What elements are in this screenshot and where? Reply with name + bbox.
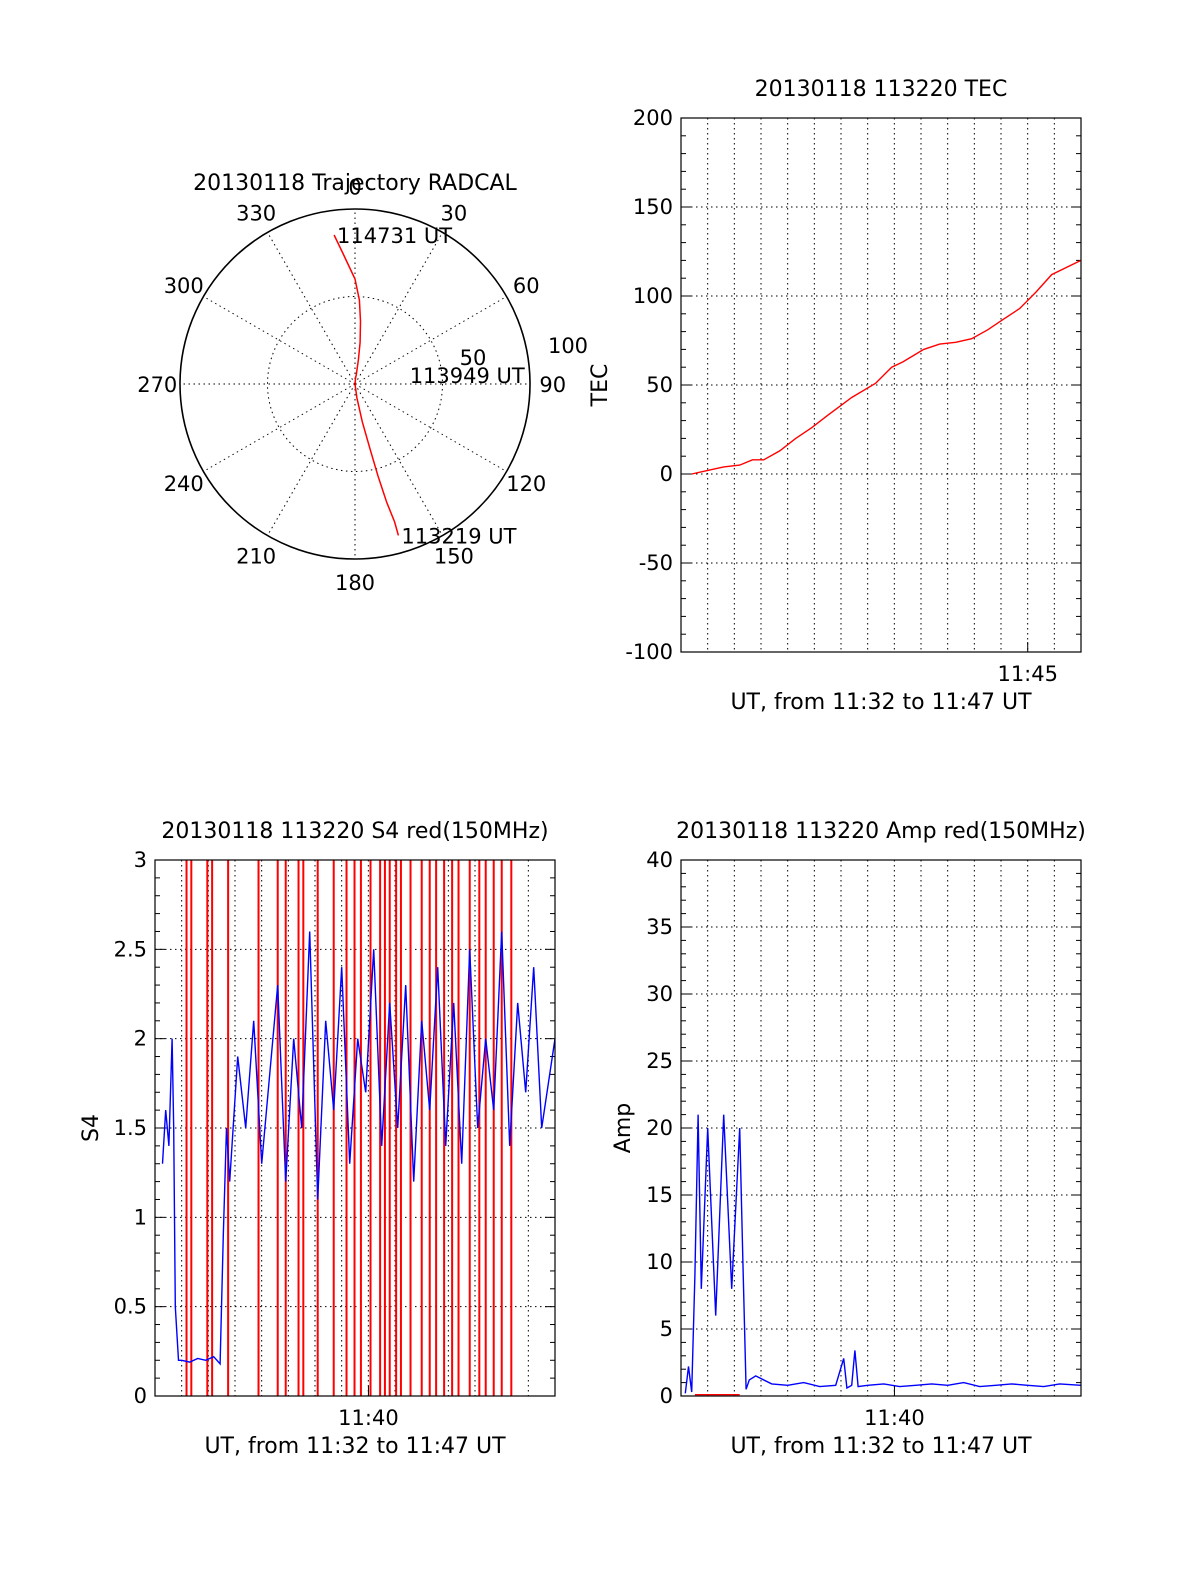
- plot-frame: [680, 859, 1082, 1397]
- plot-area: [161, 860, 555, 1396]
- y-tick-label: 0: [660, 462, 673, 486]
- y-tick-label: 150: [633, 195, 673, 219]
- polar-angle-label: 120: [506, 472, 546, 496]
- polar-angle-label: 90: [539, 373, 566, 397]
- y-tick-label: 15: [646, 1183, 673, 1207]
- series-line: [691, 259, 1081, 475]
- y-tick-label: 200: [633, 106, 673, 130]
- polar-outer-ring: [179, 208, 531, 560]
- y-tick-label: 50: [646, 373, 673, 397]
- polar-angle-label: 180: [335, 571, 375, 595]
- amp-chart: 20130118 113220 Amp red(150MHz) 0 5 10 15 20 2…: [611, 819, 1086, 1459]
- trajectory-time-annotation: 113219 UT: [401, 524, 516, 548]
- y-tick-label: 2.5: [114, 937, 147, 961]
- polar-spoke: [267, 383, 356, 536]
- polar-trajectory-chart: 20130118 Trajectory RADCAL03060901201501…: [137, 171, 588, 595]
- x-tick-label: 11:40: [338, 1406, 399, 1430]
- polar-spoke: [354, 296, 507, 385]
- x-axis-label: UT, from 11:32 to 11:47 UT: [730, 1434, 1032, 1459]
- polar-angle-label: 0: [348, 175, 361, 199]
- x-tick-label: 11:40: [864, 1406, 925, 1430]
- y-tick-label: -100: [625, 640, 673, 664]
- polar-radius-label: 50: [460, 346, 487, 370]
- y-axis-label: TEC: [588, 364, 613, 408]
- plot-area: [684, 1114, 1081, 1396]
- y-tick-label: 5: [660, 1317, 673, 1341]
- chart-title: 20130118 113220 Amp red(150MHz): [676, 819, 1086, 844]
- y-tick-label: 0: [660, 1384, 673, 1408]
- polar-spoke: [354, 383, 507, 472]
- trajectory-line: [333, 234, 400, 536]
- y-tick-label: 100: [633, 284, 673, 308]
- s4-chart: 20130118 113220 S4 red(150MHz) 0 0.5 1 1.5 2 2…: [79, 819, 556, 1459]
- y-tick-label: 1.5: [114, 1116, 147, 1140]
- plot-area: [691, 259, 1081, 475]
- plot-frame: [680, 117, 1082, 653]
- polar-angle-label: 210: [236, 544, 276, 568]
- polar-angle-label: 60: [513, 274, 540, 298]
- polar-angle-label: 240: [164, 472, 204, 496]
- y-axis-label: S4: [79, 1114, 104, 1142]
- y-axis-label: Amp: [611, 1103, 636, 1153]
- y-tick-label: 20: [646, 1116, 673, 1140]
- y-tick-label: 25: [646, 1049, 673, 1073]
- chart-title: 20130118 113220 S4 red(150MHz): [161, 819, 548, 844]
- trajectory-time-annotation: 114731 UT: [337, 224, 452, 248]
- polar-spoke: [354, 383, 443, 536]
- y-tick-label: 2: [134, 1027, 147, 1051]
- plot-frame: [154, 859, 556, 1397]
- y-tick-label: 0.5: [114, 1295, 147, 1319]
- y-tick-label: 1: [134, 1205, 147, 1229]
- x-tick-label: 11:45: [997, 662, 1058, 686]
- chart-title: 20130118 113220 TEC: [755, 77, 1008, 102]
- polar-angle-label: 270: [137, 373, 177, 397]
- y-tick-label: 40: [646, 848, 673, 872]
- polar-angle-label: 300: [164, 274, 204, 298]
- x-axis-label: UT, from 11:32 to 11:47 UT: [204, 1434, 506, 1459]
- polar-angle-label: 30: [441, 202, 468, 226]
- y-tick-label: -50: [639, 551, 673, 575]
- y-tick-label: 0: [134, 1384, 147, 1408]
- x-axis-label: UT, from 11:32 to 11:47 UT: [730, 690, 1032, 715]
- polar-grid-ring: [267, 296, 443, 472]
- y-tick-label: 30: [646, 982, 673, 1006]
- chart-title: 20130118 Trajectory RADCAL: [193, 171, 517, 196]
- polar-spoke: [203, 296, 356, 385]
- polar-spoke: [203, 383, 356, 472]
- tec-chart: 20130118 113220 TEC -100 -50 0 50 100 150 200 11…: [588, 77, 1082, 715]
- polar-radius-label: 100: [548, 334, 588, 358]
- y-tick-label: 3: [134, 848, 147, 872]
- series-line: [161, 931, 555, 1366]
- y-tick-label: 35: [646, 915, 673, 939]
- y-tick-label: 10: [646, 1250, 673, 1274]
- polar-spoke: [354, 232, 443, 385]
- trajectory-time-annotation: 113949 UT: [410, 364, 525, 388]
- polar-angle-label: 330: [236, 202, 276, 226]
- series-line: [684, 1114, 1081, 1394]
- polar-angle-label: 150: [434, 544, 474, 568]
- polar-spoke: [267, 232, 356, 385]
